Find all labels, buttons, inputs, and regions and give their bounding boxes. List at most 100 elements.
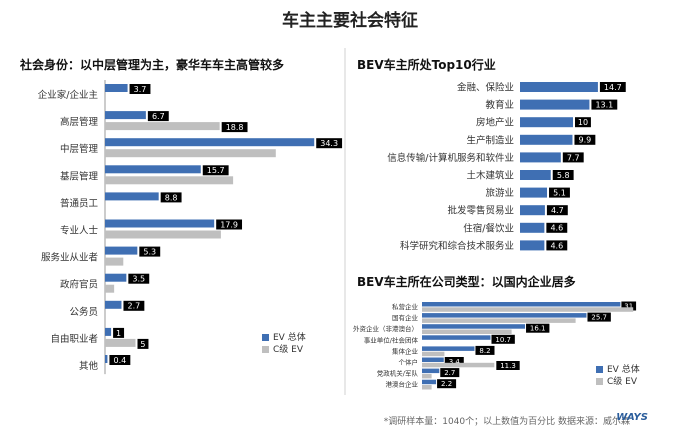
data-label-ev: 3.4 — [449, 358, 461, 366]
bar-cgrade — [422, 307, 634, 312]
bar-ev — [105, 111, 146, 120]
bar-cgrade — [422, 329, 512, 334]
data-label-cgrade-bg — [137, 338, 149, 349]
chart-title: 社会身份：以中层管理为主，豪华车车主高管较多 — [19, 57, 284, 72]
data-label-ev: 4.7 — [551, 206, 564, 215]
data-label-ev: 4.6 — [550, 224, 563, 233]
data-label-ev-bg — [113, 327, 125, 338]
data-label-ev: 4.6 — [550, 241, 563, 250]
bar-ev — [520, 99, 590, 110]
data-label-ev-bg — [316, 138, 343, 149]
data-label-ev: 2.7 — [128, 302, 141, 311]
data-label-ev: 5.3 — [143, 247, 156, 256]
data-label-ev-bg — [599, 82, 626, 92]
bar-ev — [520, 82, 598, 92]
category-label: 事业单位/社会团体 — [364, 335, 419, 344]
category-label: 基层管理 — [60, 170, 99, 182]
category-label: 信息传输/计算机服务和软件业 — [387, 152, 514, 164]
bar-cgrade — [422, 373, 432, 379]
data-label-ev-bg — [587, 312, 611, 322]
data-label-ev-bg — [123, 300, 145, 311]
category-label: 普通员工 — [60, 197, 99, 209]
bar-ev — [422, 335, 491, 340]
data-label-ev-bg — [128, 273, 150, 284]
data-label-ev: 3.7 — [134, 85, 147, 94]
data-label-ev-bg — [546, 240, 568, 251]
data-label-ev-bg — [139, 246, 161, 257]
category-label: 其他 — [79, 360, 99, 372]
data-label-ev-bg — [546, 205, 568, 216]
category-label: 批发零售贸易业 — [447, 205, 514, 217]
data-label-ev: 2.2 — [441, 380, 452, 388]
bar-cgrade — [105, 338, 136, 347]
data-label-ev-bg — [437, 379, 457, 389]
bar-ev — [105, 273, 127, 282]
data-label-ev-bg — [160, 192, 182, 203]
category-label: 港澳台企业 — [386, 380, 419, 389]
bar-ev — [105, 246, 138, 255]
legend-swatch — [596, 378, 603, 385]
data-label-ev-bg — [526, 323, 550, 333]
category-label: 专业人士 — [60, 225, 99, 237]
data-label-ev: 15.7 — [207, 166, 225, 175]
bar-ev — [105, 219, 215, 228]
data-label-cgrade-bg — [221, 122, 248, 133]
data-label-ev: 9.9 — [579, 136, 592, 145]
category-label: 金融、保险业 — [457, 82, 514, 94]
data-label-ev: 0.4 — [114, 356, 127, 365]
data-label-ev-bg — [440, 368, 460, 378]
data-label-ev-bg — [475, 345, 495, 355]
bar-ev — [105, 165, 201, 174]
bar-ev — [520, 117, 573, 128]
bar-ev — [520, 152, 561, 163]
bar-cgrade — [105, 284, 115, 293]
data-label-ev: 34.3 — [320, 139, 338, 148]
bar-cgrade — [105, 149, 276, 158]
data-label-ev: 13.1 — [595, 100, 613, 109]
category-label: 公务员 — [69, 306, 98, 318]
bar-ev — [422, 357, 444, 362]
legend-label: EV 总体 — [273, 331, 306, 343]
data-label-cgrade: 18.8 — [226, 123, 244, 132]
bar-ev — [422, 324, 526, 329]
category-label: 集体企业 — [392, 346, 419, 355]
bar-ev — [520, 205, 545, 216]
legend-swatch — [262, 334, 269, 341]
bar-ev — [520, 187, 548, 198]
data-label-ev: 7.7 — [567, 153, 580, 162]
bar-cgrade — [422, 351, 445, 357]
data-label-ev-bg — [216, 219, 243, 230]
data-label-ev: 10.7 — [495, 336, 511, 344]
data-label-ev-bg — [549, 187, 570, 198]
bar-ev — [520, 170, 551, 180]
data-label-ev: 10 — [578, 118, 588, 127]
bar-ev — [422, 379, 437, 385]
category-label: 私营企业 — [392, 302, 419, 311]
data-label-ev: 16.1 — [530, 325, 546, 333]
bar-ev — [422, 368, 440, 374]
bar-ev — [520, 134, 573, 145]
category-label: 生产制造业 — [466, 134, 514, 146]
legend-label: C级 EV — [273, 343, 304, 355]
data-label-ev-bg — [444, 357, 464, 366]
bar-ev — [422, 313, 587, 318]
bar-ev — [105, 192, 159, 201]
data-label-ev: 5.1 — [553, 188, 566, 197]
category-label: 企业家/企业主 — [38, 89, 98, 101]
bar-cgrade — [105, 230, 221, 239]
category-label: 高层管理 — [60, 116, 99, 128]
chart-title: BEV车主所处Top10行业 — [357, 57, 496, 72]
bar-ev — [422, 302, 621, 307]
data-label-ev-bg — [546, 222, 568, 233]
data-label-ev-bg — [562, 152, 584, 163]
data-label-ev-bg — [574, 134, 596, 145]
category-label: 国有企业 — [392, 313, 419, 322]
bar-ev — [520, 222, 545, 233]
category-label: 服务业从业者 — [41, 252, 98, 264]
bar-ev — [105, 300, 122, 309]
data-label-ev: 25.7 — [591, 314, 607, 322]
data-label-ev-bg — [591, 99, 618, 110]
bar-ev — [105, 327, 112, 336]
